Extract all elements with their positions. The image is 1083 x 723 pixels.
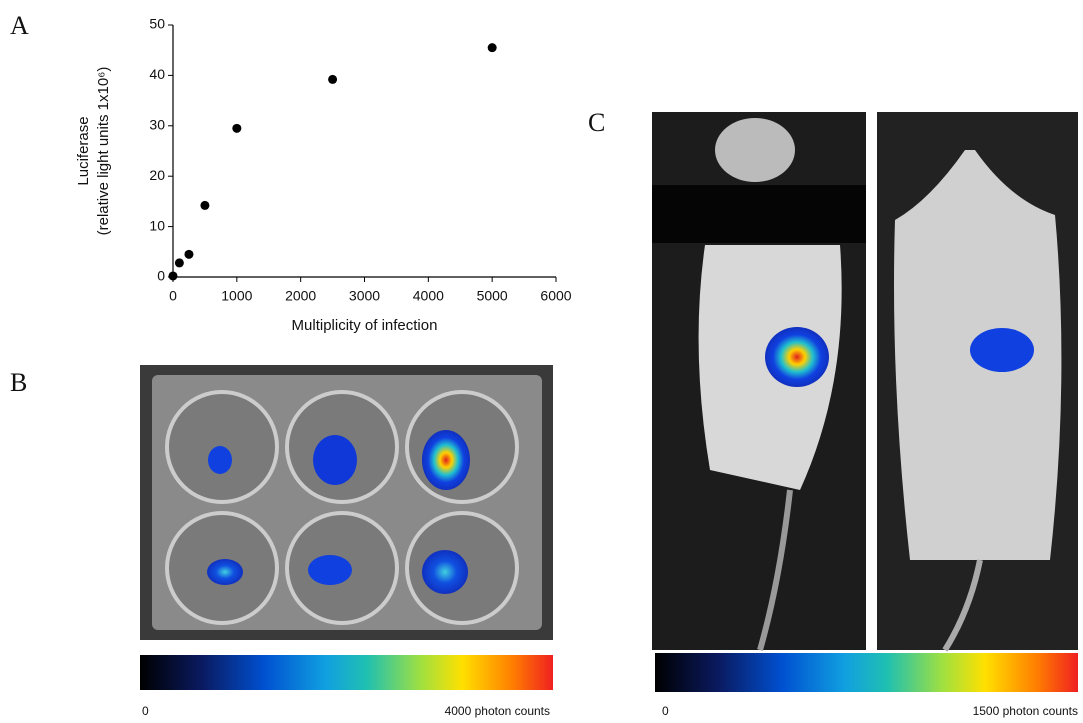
y-tick-label: 20 [149,167,165,183]
x-tick-label: 2000 [285,288,316,304]
point [174,258,184,268]
point [200,200,210,210]
colorbar [140,655,553,690]
colorbar [655,653,1078,692]
colorbar-max: 1500 photon counts [973,704,1078,718]
x-axis-label: Multiplicity of infection [292,317,438,334]
panel-label: C [588,108,605,137]
panel-label: B [10,368,27,397]
colorbar-min: 0 [142,704,149,718]
y-tick-label: 50 [149,16,165,32]
panel-label: A [10,11,29,40]
y-axis-label: Luciferase [75,116,92,185]
y-tick-label: 30 [149,117,165,133]
x-tick-label: 3000 [349,288,380,304]
point [328,74,338,84]
x-tick-label: 6000 [540,288,571,304]
point [232,123,242,133]
well-plate-image [140,365,553,640]
scatter-chart: 0 10 20 30 40 50 0 1000 2000 3000 4000 5000 6000 Mult… [75,16,572,334]
point [487,43,497,53]
colorbar-min: 0 [662,704,669,718]
y-axis-label: (relative light units 1x10⁶) [95,67,112,236]
x-tick-label: 5000 [477,288,508,304]
y-tick-label: 40 [149,66,165,82]
y-tick-label: 10 [149,217,165,233]
x-tick-label: 4000 [413,288,444,304]
point [168,271,178,281]
x-tick-label: 1000 [221,288,252,304]
colorbar-max: 4000 photon counts [445,704,550,718]
x-tick-label: 0 [169,288,177,304]
point [184,249,194,259]
y-tick-label: 0 [157,268,165,284]
mouse-image [877,112,1078,652]
mouse-image [652,112,866,651]
